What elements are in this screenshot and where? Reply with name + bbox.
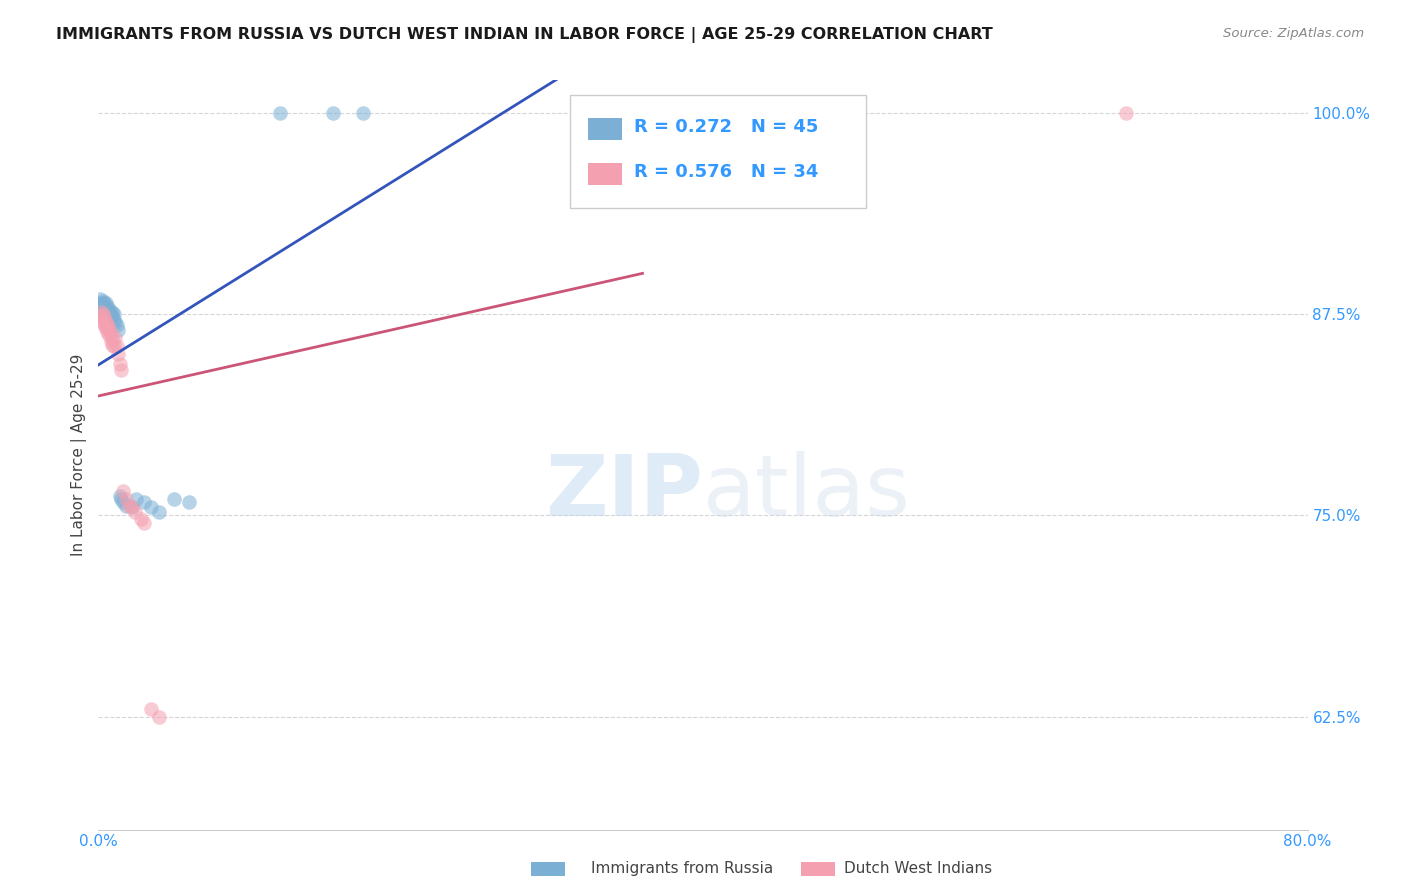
Point xyxy=(96,317,118,331)
Point xyxy=(91,315,114,329)
Text: R = 0.576   N = 34: R = 0.576 N = 34 xyxy=(634,163,818,181)
Point xyxy=(98,321,121,335)
Point xyxy=(125,492,148,507)
Point xyxy=(103,313,125,327)
Point xyxy=(93,310,115,325)
Text: Dutch West Indians: Dutch West Indians xyxy=(844,862,991,876)
Point xyxy=(91,305,114,319)
Point xyxy=(179,495,201,509)
Point xyxy=(89,309,111,323)
Point xyxy=(111,484,134,499)
Point xyxy=(141,702,163,716)
Text: atlas: atlas xyxy=(703,450,911,534)
Point xyxy=(269,105,291,120)
Point xyxy=(104,315,127,329)
Point xyxy=(103,307,125,321)
Point xyxy=(110,363,132,377)
Point xyxy=(114,492,136,507)
Point xyxy=(90,301,112,315)
Point xyxy=(93,295,115,310)
Point xyxy=(91,299,114,313)
Point xyxy=(121,500,143,515)
Point xyxy=(101,305,124,319)
Point xyxy=(98,310,121,325)
Point xyxy=(94,315,117,329)
FancyBboxPatch shape xyxy=(588,162,621,186)
Point xyxy=(101,310,124,325)
Point xyxy=(322,105,344,120)
Text: IMMIGRANTS FROM RUSSIA VS DUTCH WEST INDIAN IN LABOR FORCE | AGE 25-29 CORRELATI: IMMIGRANTS FROM RUSSIA VS DUTCH WEST IND… xyxy=(56,27,993,43)
Point xyxy=(101,331,124,345)
Point xyxy=(105,339,128,353)
Point xyxy=(100,334,122,349)
Point xyxy=(96,321,118,335)
Point xyxy=(1115,105,1137,120)
Point xyxy=(98,327,121,342)
Point xyxy=(90,295,112,310)
Point xyxy=(91,293,114,308)
Point xyxy=(148,710,170,724)
Text: Immigrants from Russia: Immigrants from Russia xyxy=(591,862,773,876)
Point xyxy=(114,499,136,513)
Point xyxy=(96,325,118,339)
Point xyxy=(110,492,132,507)
Point xyxy=(94,321,117,335)
Point xyxy=(94,302,117,317)
Point xyxy=(132,516,155,531)
Text: ZIP: ZIP xyxy=(546,450,703,534)
Point xyxy=(89,293,111,307)
Point xyxy=(91,307,114,321)
Text: Source: ZipAtlas.com: Source: ZipAtlas.com xyxy=(1223,27,1364,40)
Point xyxy=(163,492,186,507)
Point xyxy=(105,318,128,333)
Text: R = 0.272   N = 45: R = 0.272 N = 45 xyxy=(634,119,818,136)
Point xyxy=(94,305,117,319)
Point xyxy=(98,305,121,319)
Point xyxy=(107,347,129,361)
Point xyxy=(111,495,134,509)
Point xyxy=(90,297,112,311)
Point xyxy=(103,339,125,353)
Point xyxy=(118,499,141,513)
Point xyxy=(96,303,118,318)
Point xyxy=(93,307,115,321)
Point xyxy=(132,495,155,509)
Point xyxy=(90,305,112,319)
FancyBboxPatch shape xyxy=(588,118,621,140)
Point xyxy=(141,500,163,515)
Point xyxy=(90,311,112,326)
Point xyxy=(104,331,127,345)
Point xyxy=(108,357,131,371)
Point xyxy=(148,505,170,519)
Y-axis label: In Labor Force | Age 25-29: In Labor Force | Age 25-29 xyxy=(72,354,87,556)
Point xyxy=(94,295,117,310)
Point xyxy=(352,105,374,120)
Point xyxy=(100,326,122,341)
Point xyxy=(101,337,124,351)
Point xyxy=(91,301,114,315)
Point xyxy=(96,307,118,321)
FancyBboxPatch shape xyxy=(569,95,866,208)
Point xyxy=(96,299,118,313)
Point xyxy=(124,505,146,519)
Point xyxy=(121,500,143,515)
Point xyxy=(93,301,115,315)
Point xyxy=(129,511,152,525)
Point xyxy=(98,302,121,317)
Point xyxy=(100,307,122,321)
Point xyxy=(93,303,115,318)
Point xyxy=(108,489,131,503)
Point xyxy=(107,323,129,337)
Point xyxy=(100,311,122,326)
Point xyxy=(89,299,111,313)
Point xyxy=(93,318,115,333)
